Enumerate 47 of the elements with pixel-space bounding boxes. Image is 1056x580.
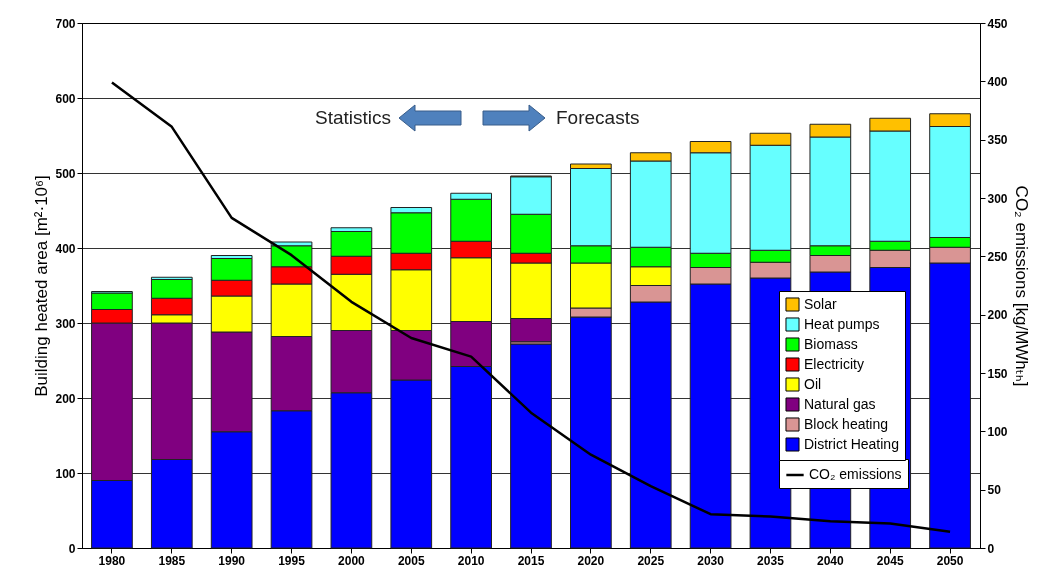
legend-label: Biomass bbox=[804, 335, 858, 352]
x-tick-label: 2040 bbox=[816, 553, 844, 568]
x-tick-label: 2010 bbox=[457, 553, 485, 568]
legend-label: Block heating bbox=[804, 415, 889, 432]
y-tick-label: 600 bbox=[55, 91, 76, 106]
y2-tick-label: 350 bbox=[987, 133, 1008, 148]
y2-tick-label: 300 bbox=[987, 191, 1008, 206]
x-tick-label: 1985 bbox=[158, 553, 186, 568]
y-tick-label: 100 bbox=[55, 466, 76, 481]
y2-tick-label: 200 bbox=[987, 308, 1008, 323]
y-tick-label: 200 bbox=[55, 391, 76, 406]
y-tick-label: 300 bbox=[55, 316, 76, 331]
y-tick-label: 400 bbox=[55, 241, 76, 256]
legend-label: CO₂ emissions bbox=[809, 466, 902, 482]
x-tick-label: 1990 bbox=[218, 553, 246, 568]
legend-label: Electricity bbox=[804, 355, 864, 372]
x-tick-label: 2030 bbox=[697, 553, 725, 568]
x-tick-label: 2015 bbox=[517, 553, 545, 568]
legend-label: Heat pumps bbox=[804, 315, 880, 332]
x-tick-label: 2020 bbox=[577, 553, 605, 568]
x-tick-label: 2005 bbox=[397, 553, 425, 568]
y-tick-label: 700 bbox=[55, 16, 76, 31]
y2-axis-title: CO₂ emissions [kg/MWhₜₕ] bbox=[1011, 185, 1031, 387]
y-tick-label: 0 bbox=[68, 541, 76, 556]
x-tick-label: 2045 bbox=[876, 553, 904, 568]
x-tick-label: 2050 bbox=[936, 553, 964, 568]
bar bbox=[510, 343, 552, 549]
y2-tick-label: 250 bbox=[987, 249, 1008, 264]
y2-tick-label: 100 bbox=[987, 424, 1008, 439]
y2-tick-label: 50 bbox=[987, 483, 1002, 498]
x-tick-label: 1995 bbox=[278, 553, 306, 568]
legend-label: Natural gas bbox=[804, 395, 876, 412]
y2-tick-label: 0 bbox=[987, 541, 995, 556]
x-tick-label: 2000 bbox=[338, 553, 366, 568]
annotation: Statistics bbox=[314, 107, 391, 128]
annotation: Forecasts bbox=[556, 107, 640, 128]
legend-label: Solar bbox=[804, 295, 838, 312]
x-tick-label: 1980 bbox=[98, 553, 126, 568]
y2-tick-label: 150 bbox=[987, 366, 1008, 381]
legend-label: Oil bbox=[804, 375, 822, 392]
x-tick-label: 2035 bbox=[757, 553, 785, 568]
y-tick-label: 500 bbox=[55, 166, 76, 181]
y2-tick-label: 450 bbox=[987, 16, 1008, 31]
x-tick-label: 2025 bbox=[637, 553, 665, 568]
y2-tick-label: 400 bbox=[987, 74, 1008, 89]
legend-label: District Heating bbox=[804, 435, 899, 452]
y-axis-title: Building heated area [m²·10⁶] bbox=[32, 175, 52, 397]
